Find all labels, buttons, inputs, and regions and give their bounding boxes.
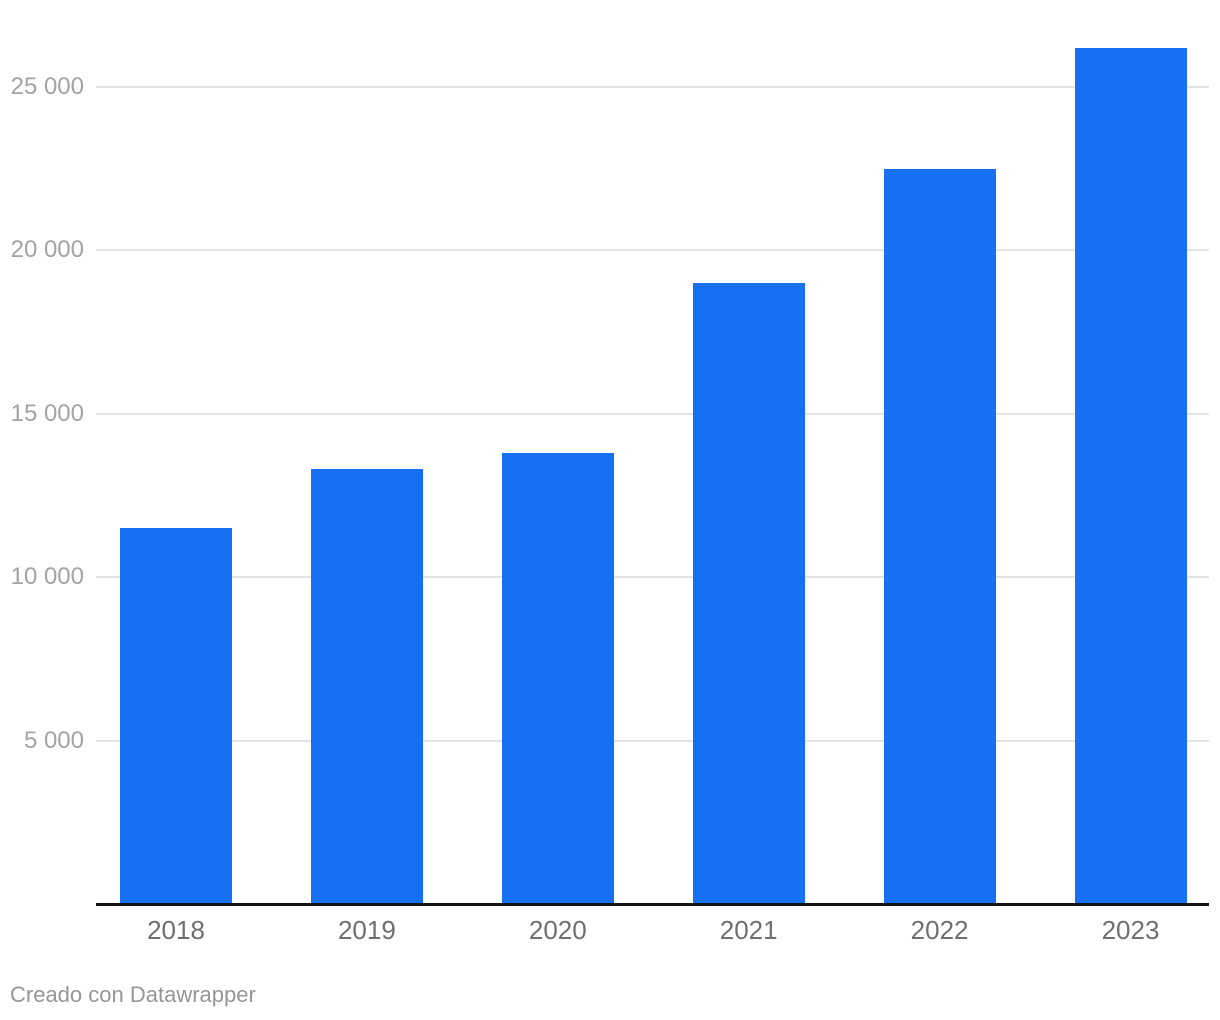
bar-2021 xyxy=(692,283,805,904)
bar-2023 xyxy=(1074,47,1187,904)
x-tick-label: 2023 xyxy=(1101,915,1160,945)
datawrapper-attribution-link[interactable]: Creado con Datawrapper xyxy=(10,982,256,1007)
y-tick-label: 10 000 xyxy=(10,563,84,591)
bar-2020 xyxy=(501,453,614,904)
gridline xyxy=(96,576,1209,579)
gridline xyxy=(96,249,1209,252)
bar-2022 xyxy=(883,168,996,904)
x-tick-label: 2019 xyxy=(337,915,396,945)
y-tick-label: 25 000 xyxy=(10,73,84,100)
x-axis-line xyxy=(96,903,1209,906)
y-tick-label: 15 000 xyxy=(10,399,84,427)
y-tick-label: 20 000 xyxy=(10,236,84,264)
y-tick-label: 5 000 xyxy=(23,726,84,754)
x-tick-label: 2018 xyxy=(147,915,205,945)
x-tick-label: 2021 xyxy=(719,915,778,945)
x-tick-label: 2022 xyxy=(910,915,969,945)
gridline xyxy=(96,739,1209,742)
gridline xyxy=(96,86,1209,88)
gridline xyxy=(96,412,1209,415)
bar-2019 xyxy=(310,469,423,904)
bar-2018 xyxy=(120,528,232,904)
x-tick-label: 2020 xyxy=(528,915,587,945)
